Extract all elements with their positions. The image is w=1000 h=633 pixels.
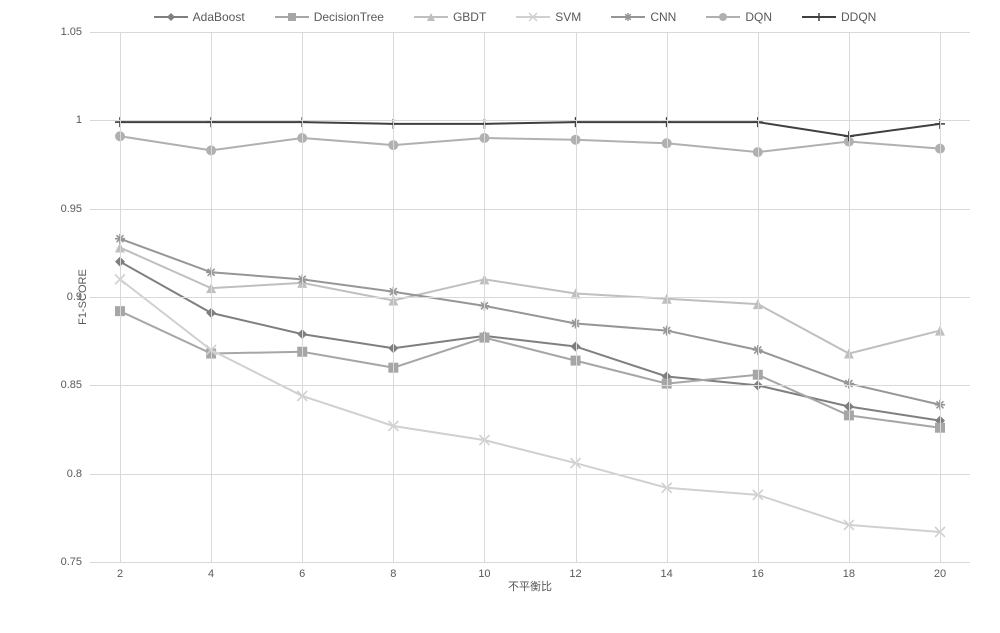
y-tick-label: 0.85 [52, 379, 82, 391]
legend-label: DecisionTree [314, 10, 384, 24]
legend-label: CNN [650, 10, 676, 24]
series-line-DQN [120, 136, 940, 152]
gridline-h [90, 297, 970, 298]
series-line-DecisionTree [120, 311, 940, 428]
gridline-v [667, 32, 668, 562]
legend-marker [706, 11, 740, 23]
gridline-v [849, 32, 850, 562]
legend-marker [154, 11, 188, 23]
y-tick-label: 1.05 [52, 26, 82, 38]
x-tick-label: 6 [299, 568, 305, 580]
legend-item-DecisionTree: DecisionTree [275, 10, 384, 24]
legend-item-SVM: SVM [516, 10, 581, 24]
x-tick-label: 16 [752, 568, 764, 580]
y-tick-label: 1 [52, 114, 82, 126]
gridline-h [90, 562, 970, 563]
legend-marker [516, 11, 550, 23]
legend-label: DQN [745, 10, 772, 24]
legend-label: SVM [555, 10, 581, 24]
gridline-v [758, 32, 759, 562]
legend-item-GBDT: GBDT [414, 10, 486, 24]
x-tick-label: 20 [934, 568, 946, 580]
x-axis-label: 不平衡比 [508, 578, 552, 594]
gridline-v [120, 32, 121, 562]
series-line-SVM [120, 279, 940, 532]
y-tick-label: 0.75 [52, 556, 82, 568]
x-tick-label: 8 [390, 568, 396, 580]
gridline-v [484, 32, 485, 562]
gridline-v [576, 32, 577, 562]
x-tick-label: 10 [478, 568, 490, 580]
x-tick-label: 14 [661, 568, 673, 580]
plot-area: F1-SCORE 不平衡比 0.750.80.850.90.9511.05246… [90, 32, 970, 562]
series-line-CNN [120, 239, 940, 405]
gridline-v [940, 32, 941, 562]
y-tick-label: 0.95 [52, 203, 82, 215]
series-line-GBDT [120, 248, 940, 354]
legend-item-DDQN: DDQN [802, 10, 876, 24]
legend-marker [611, 11, 645, 23]
gridline-v [302, 32, 303, 562]
legend-marker [414, 11, 448, 23]
gridline-h [90, 209, 970, 210]
legend-item-CNN: CNN [611, 10, 676, 24]
gridline-v [393, 32, 394, 562]
gridline-h [90, 385, 970, 386]
gridline-h [90, 474, 970, 475]
series-line-DDQN [120, 122, 940, 136]
gridline-h [90, 120, 970, 121]
chart-container: AdaBoost DecisionTree GBDT SVM CNN DQN DDQN F1… [50, 10, 980, 610]
legend-marker [802, 11, 836, 23]
x-tick-label: 2 [117, 568, 123, 580]
legend-label: GBDT [453, 10, 486, 24]
gridline-v [211, 32, 212, 562]
legend-label: DDQN [841, 10, 876, 24]
y-tick-label: 0.9 [52, 291, 82, 303]
gridline-h [90, 32, 970, 33]
legend-label: AdaBoost [193, 10, 245, 24]
x-tick-label: 18 [843, 568, 855, 580]
legend: AdaBoost DecisionTree GBDT SVM CNN DQN DDQN [50, 10, 980, 24]
legend-item-AdaBoost: AdaBoost [154, 10, 245, 24]
x-tick-label: 4 [208, 568, 214, 580]
y-tick-label: 0.8 [52, 468, 82, 480]
legend-item-DQN: DQN [706, 10, 772, 24]
x-tick-label: 12 [569, 568, 581, 580]
legend-marker [275, 11, 309, 23]
